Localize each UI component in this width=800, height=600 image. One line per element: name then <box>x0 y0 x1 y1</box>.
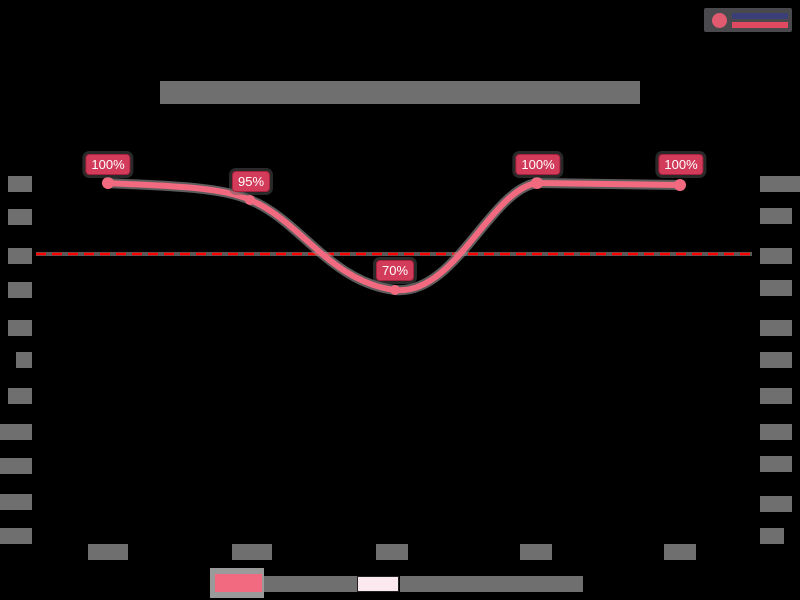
data-label: 95% <box>231 171 271 192</box>
right-tick-label <box>760 208 792 224</box>
data-point[interactable] <box>102 177 114 189</box>
left-tick-label <box>0 424 32 440</box>
data-point[interactable] <box>674 179 686 191</box>
left-tick-label <box>8 176 32 192</box>
left-tick-label <box>8 388 32 404</box>
data-label: 100% <box>515 154 561 175</box>
left-tick-label <box>8 248 32 264</box>
right-tick-label <box>760 320 792 336</box>
legend-swatch-series-1[interactable] <box>210 568 264 598</box>
right-tick-label <box>760 176 800 192</box>
data-point[interactable] <box>245 195 255 205</box>
right-tick-label <box>760 352 792 368</box>
left-tick-label <box>0 528 32 544</box>
left-tick-label <box>8 320 32 336</box>
brand-logo <box>704 8 792 32</box>
x-tick-label <box>376 544 408 560</box>
globe-icon <box>712 13 727 28</box>
legend-label-series-1[interactable] <box>264 576 357 592</box>
chart-title <box>160 81 640 104</box>
x-tick-label <box>88 544 128 560</box>
x-tick-label <box>232 544 272 560</box>
legend-swatch-series-2[interactable] <box>357 576 399 592</box>
x-tick-label <box>664 544 696 560</box>
logo-text-top <box>732 13 788 19</box>
series-line <box>105 179 683 294</box>
legend-label-series-2[interactable] <box>400 576 583 592</box>
data-point[interactable] <box>531 177 543 189</box>
left-tick-label <box>8 209 32 225</box>
left-tick-label <box>0 458 32 474</box>
right-tick-label <box>760 424 792 440</box>
right-tick-label <box>760 248 792 264</box>
data-label: 70% <box>375 260 415 281</box>
logo-text-bottom <box>732 22 788 28</box>
right-tick-label <box>760 528 784 544</box>
x-tick-label <box>520 544 552 560</box>
data-label: 100% <box>658 154 704 175</box>
data-point[interactable] <box>390 285 400 295</box>
right-tick-label <box>760 456 792 472</box>
left-tick-label <box>8 282 32 298</box>
left-tick-label <box>16 352 32 368</box>
data-label: 100% <box>85 154 131 175</box>
right-tick-label <box>760 496 792 512</box>
right-tick-label <box>760 280 792 296</box>
right-tick-label <box>760 388 792 404</box>
left-tick-label <box>0 494 32 510</box>
